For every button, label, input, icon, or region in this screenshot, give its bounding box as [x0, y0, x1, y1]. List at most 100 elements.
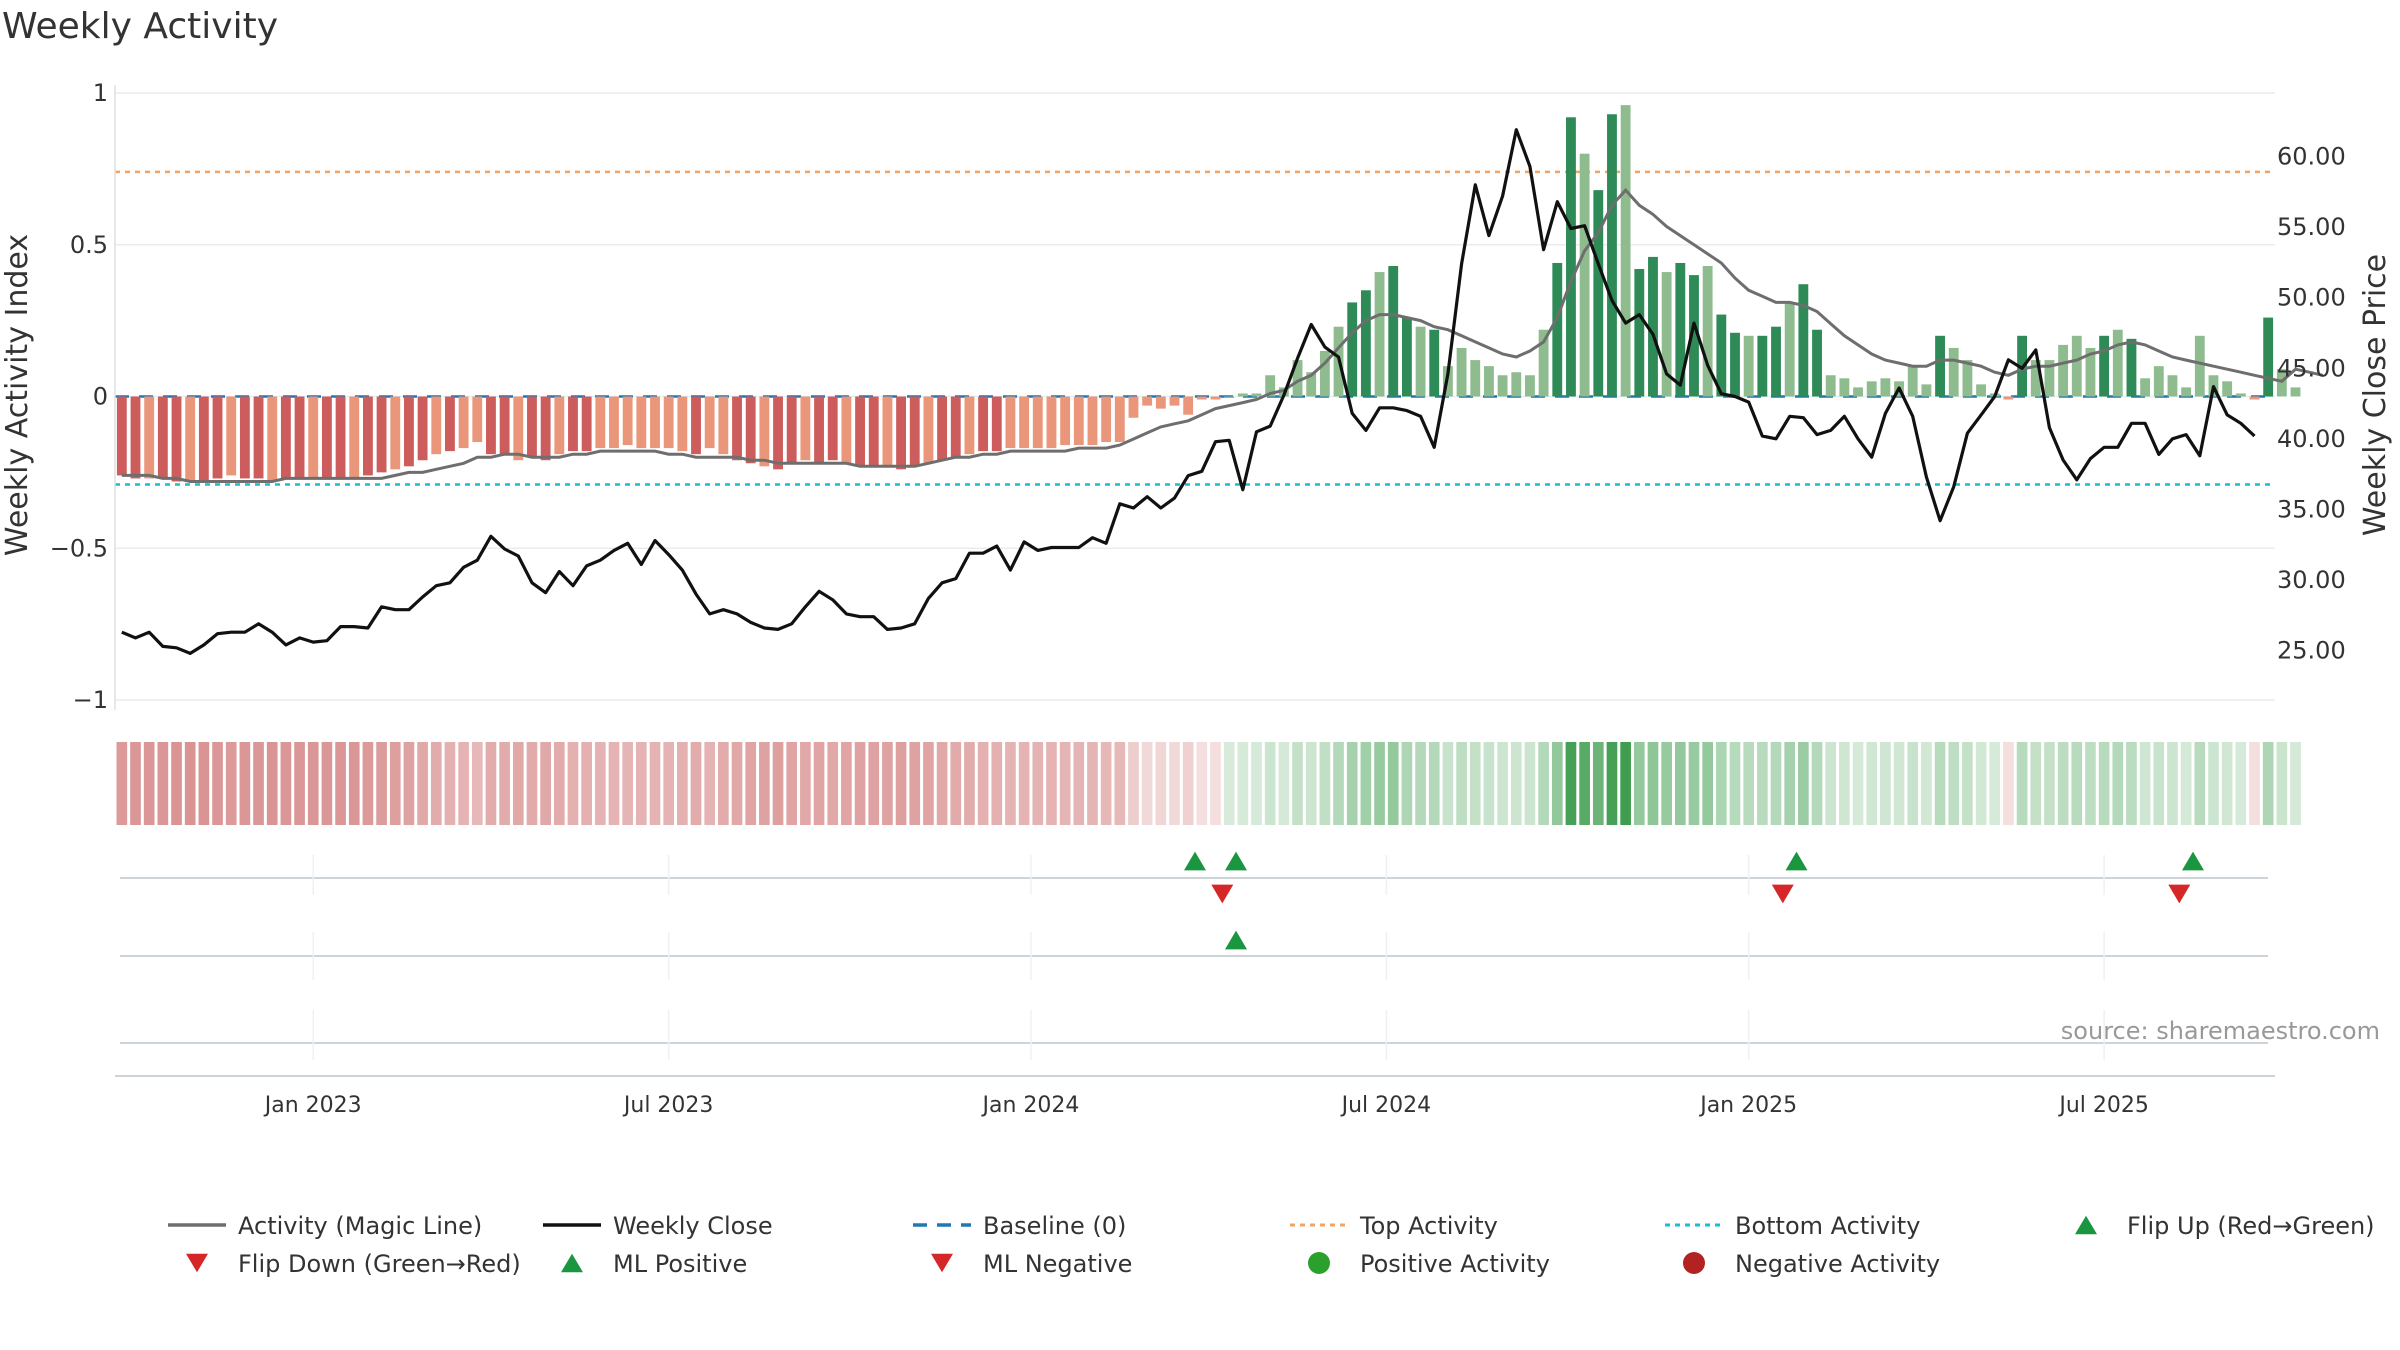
heat-cell [1770, 742, 1782, 825]
y-right-tick-label: 35.00 [2277, 495, 2346, 523]
heat-cell [1469, 742, 1481, 825]
legend-label: Positive Activity [1360, 1250, 1550, 1278]
heat-cell [567, 742, 579, 825]
activity-bar [1265, 375, 1276, 397]
legend-label: Top Activity [1359, 1212, 1498, 1240]
activity-bar [253, 396, 264, 479]
heat-cell [800, 742, 811, 825]
y-left-tick-label: 1 [93, 79, 108, 107]
heat-cell [895, 742, 907, 825]
activity-bar [2235, 393, 2246, 397]
activity-bar [2140, 378, 2151, 397]
activity-bar [1634, 269, 1645, 397]
x-tick-label: Jul 2023 [622, 1093, 714, 1118]
activity-bar [1347, 302, 1358, 397]
heat-cell [2221, 742, 2233, 825]
legend-label: Baseline (0) [983, 1212, 1126, 1240]
heat-cell [485, 742, 497, 825]
heat-cell [1866, 742, 1878, 825]
activity-bar [294, 396, 305, 479]
weekly-close-series [121, 128, 2256, 656]
activity-bar [1415, 326, 1426, 397]
heat-cell [266, 742, 278, 825]
y-right-tick-label: 30.00 [2277, 566, 2346, 594]
activity-bar [1661, 272, 1672, 397]
heat-cell [2016, 742, 2028, 825]
activity-bar [663, 396, 674, 449]
activity-bar [1251, 393, 1262, 397]
activity-bar [2194, 335, 2205, 397]
activity-bar [1101, 396, 1112, 443]
activity-bar [2071, 335, 2082, 397]
activity-bar [609, 396, 619, 449]
heat-cell [417, 742, 428, 825]
activity-bar [650, 396, 660, 449]
activity-bar [1948, 347, 1959, 397]
activity-bar [991, 396, 1002, 452]
activity-bar [486, 396, 496, 455]
activity-bar [704, 396, 715, 449]
heat-cell [1852, 742, 1864, 825]
activity-bar [1142, 396, 1153, 406]
heat-cell [403, 742, 415, 825]
activity-bar [2290, 387, 2301, 397]
activity-bar [1935, 335, 1945, 397]
legend-marker-triangle-up [561, 1253, 583, 1273]
activity-bar [1237, 393, 1248, 397]
heat-cell [2235, 742, 2247, 825]
activity-bar [171, 396, 182, 482]
activity-bar [2058, 344, 2069, 397]
heat-cell [772, 742, 784, 825]
ml-positive-marker [1225, 930, 1247, 950]
activity-bar [1702, 265, 1713, 397]
activity-bar [1306, 372, 1317, 397]
activity-bar [2263, 317, 2274, 397]
heat-cell [540, 742, 551, 825]
activity-bar [499, 396, 510, 455]
heat-cell [1497, 742, 1508, 825]
y-left-tick-label: −0.5 [50, 534, 108, 562]
activity-bar [1224, 396, 1235, 398]
activity-bar [417, 396, 428, 461]
activity-bar [130, 396, 141, 479]
y-right-tick-label: 55.00 [2277, 213, 2346, 241]
heat-cell [1784, 742, 1796, 825]
heat-cell [348, 742, 360, 825]
heat-cell [950, 742, 962, 825]
activity-bar [1648, 256, 1658, 397]
heat-cell [786, 742, 798, 825]
heat-cell [499, 742, 510, 825]
activity-bar [909, 396, 920, 467]
y-axis-label-right: Weekly Close Price [2358, 254, 2393, 536]
activity-bar [1812, 329, 1822, 397]
activity-bar [1374, 272, 1385, 397]
activity-bar [554, 396, 565, 455]
heat-cell [1292, 742, 1303, 825]
activity-bar [157, 396, 168, 479]
heat-cell [1524, 742, 1536, 825]
activity-bar [321, 396, 332, 479]
heat-cell [608, 742, 620, 825]
heat-cell [964, 742, 975, 825]
heat-cell [882, 742, 893, 825]
activity-bar [404, 396, 414, 467]
legend-label: Activity (Magic Line) [238, 1212, 482, 1240]
heat-cell [1688, 742, 1700, 825]
activity-bar [937, 396, 948, 461]
heat-cell [1798, 742, 1809, 825]
heat-cell [745, 742, 757, 825]
activity-bar [1607, 114, 1617, 397]
heat-cell [1169, 742, 1180, 825]
heat-cell [1073, 742, 1085, 825]
activity-bar [1593, 190, 1604, 397]
activity-bar [1388, 265, 1399, 397]
y-right-tick-label: 50.00 [2277, 284, 2346, 312]
chart-title: Weekly Activity [2, 6, 278, 47]
flip-up-marker [1184, 851, 1206, 871]
legend-marker-triangle-down [931, 1253, 953, 1273]
activity-bar [1866, 381, 1877, 397]
activity-bar [841, 396, 852, 464]
activity-bar [226, 396, 237, 476]
activity-bar [1853, 387, 1863, 397]
